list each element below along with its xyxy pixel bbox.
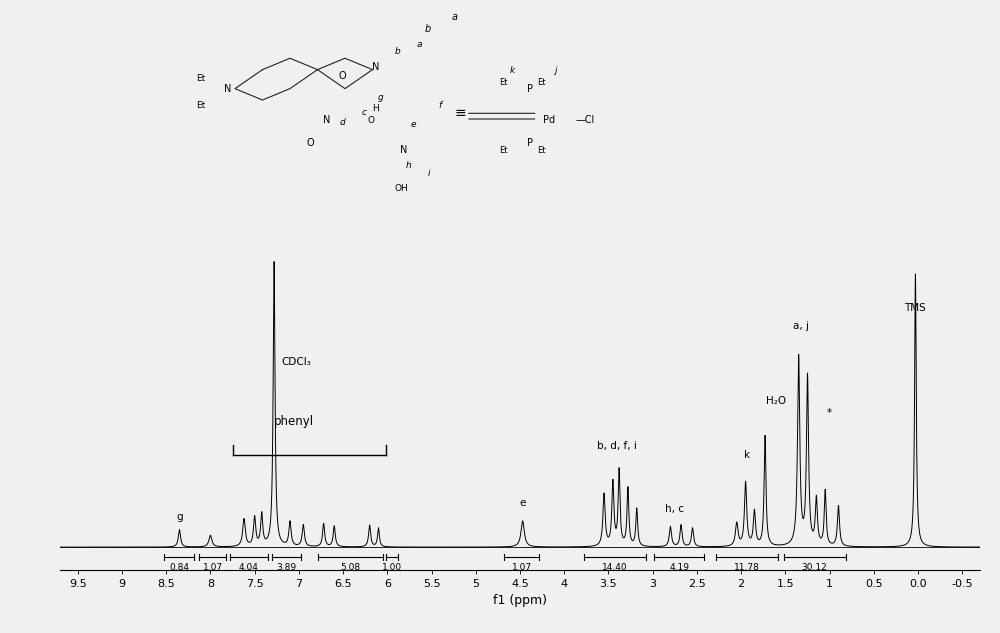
Text: P: P [526, 137, 532, 147]
Text: b: b [394, 47, 400, 56]
Text: c: c [362, 108, 366, 117]
Text: h: h [406, 161, 411, 170]
Text: O: O [306, 137, 314, 147]
Text: H: H [372, 104, 379, 113]
Text: g: g [176, 511, 183, 522]
Text: N: N [372, 61, 379, 72]
Text: a, j: a, j [793, 321, 809, 330]
Text: e: e [411, 120, 416, 128]
Text: Et: Et [196, 74, 206, 83]
Text: d: d [340, 118, 345, 127]
Text: N: N [323, 115, 330, 125]
Text: N: N [400, 145, 407, 155]
Text: O: O [338, 71, 346, 81]
Text: 4.04: 4.04 [239, 563, 259, 572]
Text: e: e [519, 498, 526, 508]
Text: TMS: TMS [905, 303, 926, 313]
Text: —Cl: —Cl [576, 115, 595, 125]
Text: Pd: Pd [543, 115, 555, 125]
Text: 0.84: 0.84 [169, 563, 189, 572]
Text: a: a [416, 40, 422, 49]
Text: 1.07: 1.07 [203, 563, 223, 572]
Text: Et: Et [538, 146, 546, 155]
Text: g: g [378, 93, 384, 102]
Text: *: * [827, 408, 832, 418]
Text: 11.78: 11.78 [734, 563, 760, 572]
Text: O: O [367, 116, 374, 125]
Text: 4.19: 4.19 [669, 563, 689, 572]
Text: N: N [224, 84, 231, 94]
Text: j: j [554, 66, 556, 75]
Text: 30.12: 30.12 [802, 563, 827, 572]
Text: Et: Et [499, 78, 508, 87]
Text: CDCl₃: CDCl₃ [281, 357, 311, 367]
Text: Et: Et [196, 101, 206, 110]
Text: 5.08: 5.08 [341, 563, 361, 572]
Text: phenyl: phenyl [274, 415, 314, 429]
Text: b, d, f, i: b, d, f, i [597, 441, 637, 451]
Text: 14.40: 14.40 [602, 563, 627, 572]
X-axis label: f1 (ppm): f1 (ppm) [493, 594, 547, 607]
Text: P: P [526, 84, 532, 94]
Text: k: k [510, 66, 515, 75]
Text: Et: Et [538, 78, 546, 87]
Text: a: a [452, 12, 458, 22]
Text: ≡: ≡ [455, 106, 467, 120]
Text: 3.89: 3.89 [276, 563, 297, 572]
Text: b: b [424, 23, 431, 34]
Text: f: f [438, 101, 442, 110]
Text: i: i [428, 169, 430, 178]
Text: Et: Et [499, 146, 508, 155]
Text: 1.07: 1.07 [512, 563, 532, 572]
Text: h, c: h, c [665, 504, 684, 514]
Text: k: k [744, 450, 750, 460]
Text: H₂O: H₂O [766, 396, 787, 406]
Text: 1.00: 1.00 [382, 563, 402, 572]
Text: OH: OH [394, 184, 408, 193]
